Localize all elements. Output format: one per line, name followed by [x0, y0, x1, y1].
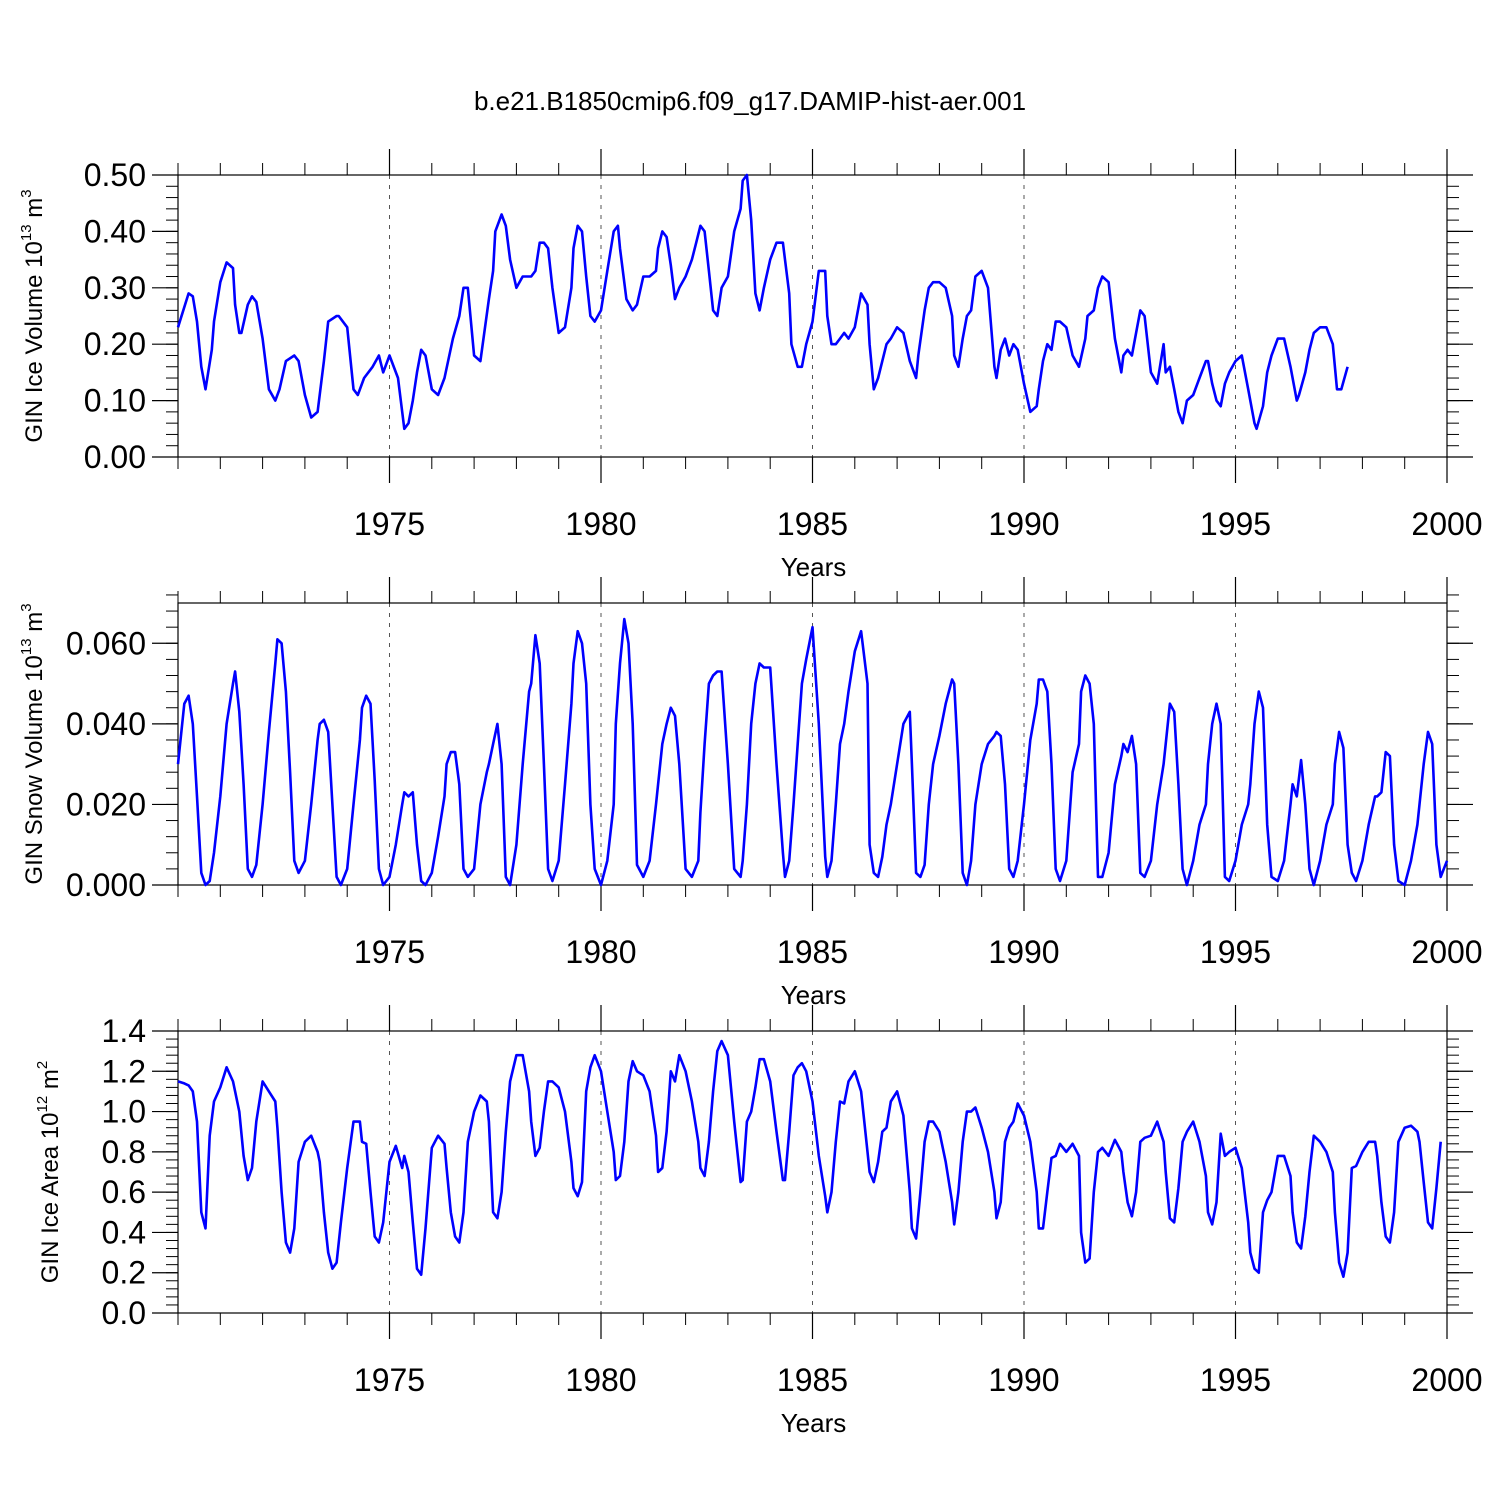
- y-label-exponent: 12: [34, 1096, 51, 1113]
- y-label-unit-exponent: 3: [18, 189, 35, 197]
- y-tick-label: 0.000: [66, 867, 146, 903]
- y-tick-label: 0.4: [102, 1214, 146, 1250]
- x-tick-label: 1975: [354, 506, 425, 542]
- y-tick-label: 1.2: [102, 1053, 146, 1089]
- y-tick-label: 0.0: [102, 1295, 146, 1331]
- x-tick-label: 1985: [777, 934, 848, 970]
- x-axis-label: Years: [781, 980, 847, 1010]
- y-tick-label: 0.00: [84, 439, 146, 475]
- chart-panel-1: 0.00 0.10 0.20 0.30 0.40 0.50 1975 1980 1985 1990…: [18, 149, 1483, 582]
- chart-panels: 0.00 0.10 0.20 0.30 0.40 0.50 1975 1980 1985 1990…: [18, 149, 1483, 1438]
- x-tick-label: 1990: [988, 1362, 1059, 1398]
- x-tick-label: 1985: [777, 506, 848, 542]
- x-tick-label: 1975: [354, 1362, 425, 1398]
- y-axis-label: GIN Ice Area 1012 m2: [34, 1061, 64, 1283]
- x-tick-label: 1975: [354, 934, 425, 970]
- x-tick-label: 1995: [1200, 1362, 1271, 1398]
- x-tick-label: 2000: [1411, 506, 1482, 542]
- chart-panel-2: 0.000 0.020 0.040 0.060 1975 1980 1985 1990 1995…: [18, 577, 1483, 1010]
- y-tick-label: 1.4: [102, 1013, 146, 1049]
- y-label-unit-exponent: 2: [34, 1061, 51, 1069]
- y-tick-label: 0.020: [66, 786, 146, 822]
- y-tick-label: 0.10: [84, 383, 146, 419]
- x-tick-label: 2000: [1411, 934, 1482, 970]
- y-label-unit: m: [37, 1069, 64, 1096]
- x-axis-label: Years: [781, 1408, 847, 1438]
- y-label-unit: m: [21, 198, 48, 225]
- y-tick-label: 0.040: [66, 706, 146, 742]
- x-axis-label: Years: [781, 552, 847, 582]
- y-tick-label: 0.6: [102, 1174, 146, 1210]
- x-tick-label: 1980: [565, 506, 636, 542]
- y-tick-label: 0.30: [84, 270, 146, 306]
- x-tick-label: 1980: [565, 1362, 636, 1398]
- y-tick-label: 0.2: [102, 1255, 146, 1291]
- y-axis-label: GIN Ice Volume 1013 m3: [18, 189, 48, 442]
- x-tick-label: 1995: [1200, 506, 1271, 542]
- y-tick-label: 0.50: [84, 157, 146, 193]
- y-tick-label: 1.0: [102, 1094, 146, 1130]
- y-tick-label: 0.060: [66, 625, 146, 661]
- y-label-exponent: 13: [18, 638, 35, 655]
- x-tick-label: 1985: [777, 1362, 848, 1398]
- y-label-text: GIN Ice Area 10: [37, 1112, 64, 1283]
- chart-title: b.e21.B1850cmip6.f09_g17.DAMIP-hist-aer.…: [474, 86, 1026, 116]
- series-line: [177, 1039, 1442, 1278]
- x-tick-label: 1990: [988, 934, 1059, 970]
- y-label-text: GIN Snow Volume 10: [21, 655, 48, 884]
- x-tick-label: 2000: [1411, 1362, 1482, 1398]
- y-axis-label: GIN Snow Volume 1013 m3: [18, 603, 48, 884]
- y-tick-label: 0.20: [84, 326, 146, 362]
- x-tick-label: 1990: [988, 506, 1059, 542]
- y-label-text: GIN Ice Volume 10: [21, 241, 48, 442]
- chart-panel-3: 0.0 0.2 0.4 0.6 0.8 1.0 1.2 1.4 1975 1980 1985 1990…: [34, 1005, 1483, 1438]
- y-tick-label: 0.8: [102, 1134, 146, 1170]
- y-tick-label: 0.40: [84, 213, 146, 249]
- series-line: [176, 617, 1449, 887]
- x-tick-label: 1995: [1200, 934, 1271, 970]
- y-label-unit-exponent: 3: [18, 603, 35, 611]
- y-label-unit: m: [21, 612, 48, 639]
- y-label-exponent: 13: [18, 224, 35, 241]
- x-tick-label: 1980: [565, 934, 636, 970]
- series-line: [176, 173, 1349, 431]
